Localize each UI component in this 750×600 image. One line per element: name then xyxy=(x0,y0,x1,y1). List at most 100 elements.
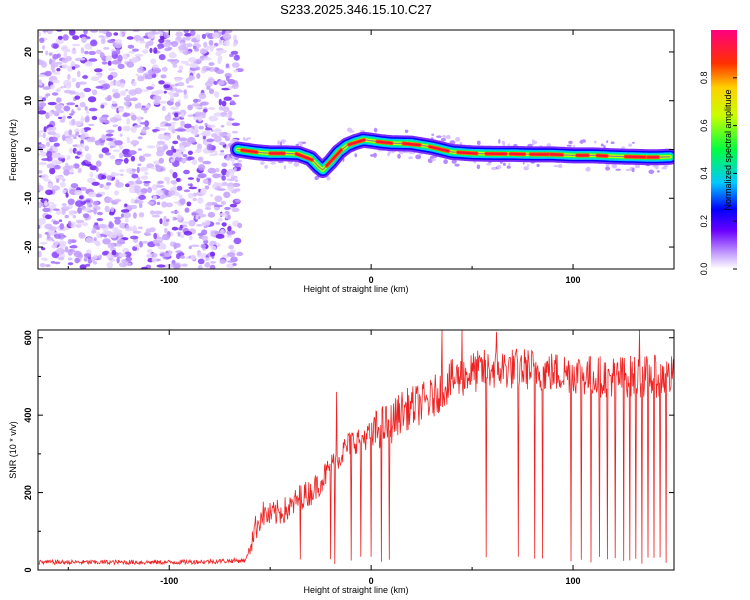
noise-blob xyxy=(125,256,133,262)
noise-blob xyxy=(79,264,87,269)
noise-blob xyxy=(230,249,236,253)
noise-blob xyxy=(46,141,51,147)
noise-blob xyxy=(198,125,204,130)
noise-blob xyxy=(152,195,157,201)
noise-blob xyxy=(109,154,116,160)
ridge-speckle xyxy=(594,140,597,144)
noise-blob xyxy=(181,112,185,119)
noise-blob xyxy=(231,256,238,260)
noise-blob xyxy=(70,60,76,68)
ridge-speckle xyxy=(498,139,501,144)
noise-blob xyxy=(103,47,110,50)
noise-blob xyxy=(228,118,235,121)
ridge-speckle xyxy=(436,135,442,138)
noise-blob xyxy=(46,151,53,158)
noise-blob xyxy=(59,242,66,249)
noise-blob xyxy=(82,222,89,227)
ridge-speckle xyxy=(415,154,422,160)
noise-blob xyxy=(218,79,225,86)
noise-blob xyxy=(131,114,137,121)
noise-blob xyxy=(115,88,119,93)
noise-blob xyxy=(68,30,76,36)
noise-blob xyxy=(201,33,206,40)
noise-blob xyxy=(177,232,181,237)
noise-blob xyxy=(52,72,61,75)
noise-blob xyxy=(132,230,142,234)
noise-blob xyxy=(42,30,48,33)
noise-blob xyxy=(57,157,62,161)
noise-blob xyxy=(95,85,105,89)
noise-blob xyxy=(155,242,161,247)
noise-blob xyxy=(61,203,67,207)
noise-blob xyxy=(200,101,209,106)
noise-blob xyxy=(123,101,130,107)
noise-blob xyxy=(113,32,119,36)
noise-blob xyxy=(137,163,142,167)
noise-blob xyxy=(161,66,168,72)
noise-blob xyxy=(112,124,118,127)
noise-blob xyxy=(67,198,75,205)
ridge-speckle xyxy=(455,137,461,142)
noise-blob xyxy=(65,82,72,89)
noise-blob xyxy=(51,244,57,249)
noise-blob xyxy=(223,191,231,199)
noise-blob xyxy=(190,254,197,261)
noise-blob xyxy=(191,103,200,107)
noise-blob xyxy=(78,148,83,153)
noise-blob xyxy=(77,107,81,111)
noise-blob xyxy=(126,61,135,68)
noise-blob xyxy=(62,190,67,194)
noise-blob xyxy=(229,203,237,208)
noise-blob xyxy=(54,233,62,239)
noise-blob xyxy=(121,209,130,213)
noise-blob xyxy=(84,145,89,152)
ridge-speckle xyxy=(373,152,377,158)
noise-blob xyxy=(136,176,141,182)
noise-blob xyxy=(220,200,226,206)
ridge-speckle xyxy=(648,169,655,174)
noise-blob xyxy=(126,262,132,267)
noise-blob xyxy=(183,189,191,193)
noise-blob xyxy=(54,104,62,111)
noise-blob xyxy=(209,261,217,264)
noise-blob xyxy=(158,157,164,164)
noise-blob xyxy=(41,61,47,68)
noise-blob xyxy=(227,252,236,257)
noise-blob xyxy=(233,237,242,245)
bottom-x-tick-label: -100 xyxy=(160,576,178,586)
colorbar-label: Normalized spectral amplitude xyxy=(723,89,733,210)
noise-blob xyxy=(141,188,148,194)
noise-blob xyxy=(201,229,208,236)
noise-blob xyxy=(150,58,157,65)
bottom-x-axis-label: Height of straight line (km) xyxy=(303,585,408,595)
noise-blob xyxy=(221,175,226,181)
noise-blob xyxy=(147,69,155,75)
noise-blob xyxy=(60,181,66,188)
noise-blob xyxy=(113,216,122,220)
noise-blob xyxy=(145,104,151,108)
noise-blob xyxy=(76,144,82,148)
noise-blob xyxy=(99,52,105,59)
noise-blob xyxy=(204,127,213,131)
noise-blob xyxy=(153,67,162,74)
noise-blob xyxy=(51,203,57,207)
snr-series xyxy=(38,330,674,566)
noise-blob xyxy=(198,164,206,171)
top-y-tick-label: 10 xyxy=(23,96,33,106)
noise-blob xyxy=(69,221,77,228)
noise-blob xyxy=(209,264,216,269)
noise-blob xyxy=(135,73,140,77)
noise-blob xyxy=(62,115,66,120)
noise-blob xyxy=(164,189,170,196)
noise-blob xyxy=(126,53,130,58)
noise-blob xyxy=(213,135,222,143)
ridge-speckle xyxy=(360,129,365,133)
noise-blob xyxy=(53,153,60,157)
noise-blob xyxy=(134,244,141,248)
noise-blob xyxy=(217,58,222,65)
noise-blob xyxy=(170,106,179,110)
noise-blob xyxy=(226,154,230,162)
noise-blob xyxy=(81,36,87,44)
bottom-axis-ticks: -100 0 100 0 200 400 600 xyxy=(23,330,675,586)
noise-blob xyxy=(206,138,215,143)
